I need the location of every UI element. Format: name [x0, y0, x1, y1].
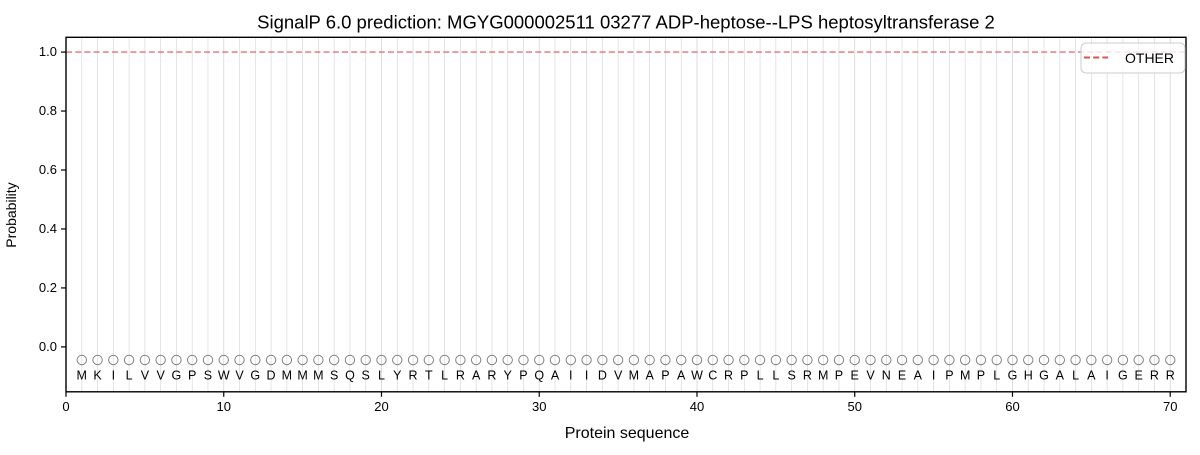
svg-text:I: I	[932, 368, 935, 382]
svg-text:I: I	[585, 368, 588, 382]
svg-text:60: 60	[1005, 399, 1019, 414]
svg-text:P: P	[519, 368, 527, 382]
svg-text:Q: Q	[345, 368, 355, 382]
svg-text:A: A	[1087, 368, 1096, 382]
svg-text:R: R	[456, 368, 465, 382]
svg-text:R: R	[1166, 368, 1175, 382]
svg-text:L: L	[757, 368, 764, 382]
svg-text:0.0: 0.0	[39, 339, 57, 354]
svg-text:W: W	[218, 368, 230, 382]
svg-text:I: I	[112, 368, 115, 382]
svg-text:L: L	[126, 368, 133, 382]
svg-text:G: G	[1039, 368, 1049, 382]
svg-text:H: H	[1024, 368, 1033, 382]
svg-text:30: 30	[532, 399, 546, 414]
svg-text:V: V	[614, 368, 623, 382]
svg-text:A: A	[472, 368, 481, 382]
svg-text:R: R	[1150, 368, 1159, 382]
svg-text:P: P	[740, 368, 748, 382]
svg-text:T: T	[425, 368, 433, 382]
svg-text:Protein sequence: Protein sequence	[565, 425, 690, 442]
svg-text:S: S	[362, 368, 370, 382]
svg-text:V: V	[141, 368, 150, 382]
svg-text:Q: Q	[534, 368, 544, 382]
svg-text:V: V	[866, 368, 875, 382]
svg-text:R: R	[409, 368, 418, 382]
svg-text:L: L	[772, 368, 779, 382]
svg-text:P: P	[835, 368, 843, 382]
svg-text:0: 0	[62, 399, 69, 414]
svg-text:P: P	[945, 368, 953, 382]
svg-text:G: G	[1008, 368, 1018, 382]
svg-text:0.8: 0.8	[39, 103, 57, 118]
svg-text:0.4: 0.4	[39, 221, 57, 236]
svg-text:R: R	[487, 368, 496, 382]
svg-text:Probability: Probability	[3, 182, 19, 247]
svg-text:A: A	[914, 368, 923, 382]
svg-text:P: P	[188, 368, 196, 382]
svg-text:I: I	[569, 368, 572, 382]
svg-text:S: S	[204, 368, 212, 382]
svg-text:50: 50	[847, 399, 861, 414]
svg-text:R: R	[724, 368, 733, 382]
svg-text:M: M	[629, 368, 639, 382]
svg-text:R: R	[803, 368, 812, 382]
svg-text:L: L	[1072, 368, 1079, 382]
svg-text:M: M	[297, 368, 307, 382]
svg-text:1.0: 1.0	[39, 44, 57, 59]
svg-text:SignalP 6.0 prediction: MGYG00: SignalP 6.0 prediction: MGYG000002511 03…	[257, 12, 995, 33]
svg-text:70: 70	[1163, 399, 1177, 414]
svg-text:P: P	[977, 368, 985, 382]
svg-text:V: V	[235, 368, 244, 382]
svg-text:L: L	[441, 368, 448, 382]
svg-text:K: K	[93, 368, 102, 382]
svg-text:S: S	[330, 368, 338, 382]
svg-text:E: E	[898, 368, 906, 382]
svg-text:0.2: 0.2	[39, 280, 57, 295]
svg-text:A: A	[645, 368, 654, 382]
svg-text:G: G	[172, 368, 182, 382]
svg-text:P: P	[661, 368, 669, 382]
svg-text:M: M	[960, 368, 970, 382]
svg-text:G: G	[1118, 368, 1128, 382]
svg-text:L: L	[993, 368, 1000, 382]
svg-text:M: M	[77, 368, 87, 382]
svg-text:E: E	[1135, 368, 1143, 382]
svg-text:M: M	[282, 368, 292, 382]
svg-text:G: G	[250, 368, 260, 382]
svg-text:40: 40	[690, 399, 704, 414]
svg-text:Y: Y	[393, 368, 402, 382]
svg-text:OTHER: OTHER	[1125, 50, 1174, 66]
svg-text:10: 10	[217, 399, 231, 414]
svg-text:S: S	[787, 368, 795, 382]
svg-text:0.6: 0.6	[39, 162, 57, 177]
svg-text:I: I	[1105, 368, 1108, 382]
svg-text:N: N	[882, 368, 891, 382]
svg-text:A: A	[677, 368, 686, 382]
svg-text:A: A	[551, 368, 560, 382]
svg-text:D: D	[267, 368, 276, 382]
svg-text:Y: Y	[504, 368, 513, 382]
svg-text:E: E	[851, 368, 859, 382]
svg-text:V: V	[156, 368, 165, 382]
svg-text:W: W	[691, 368, 703, 382]
svg-text:L: L	[378, 368, 385, 382]
svg-text:M: M	[313, 368, 323, 382]
svg-text:A: A	[1056, 368, 1065, 382]
svg-text:M: M	[818, 368, 828, 382]
svg-text:C: C	[708, 368, 717, 382]
svg-text:20: 20	[374, 399, 388, 414]
svg-text:D: D	[598, 368, 607, 382]
